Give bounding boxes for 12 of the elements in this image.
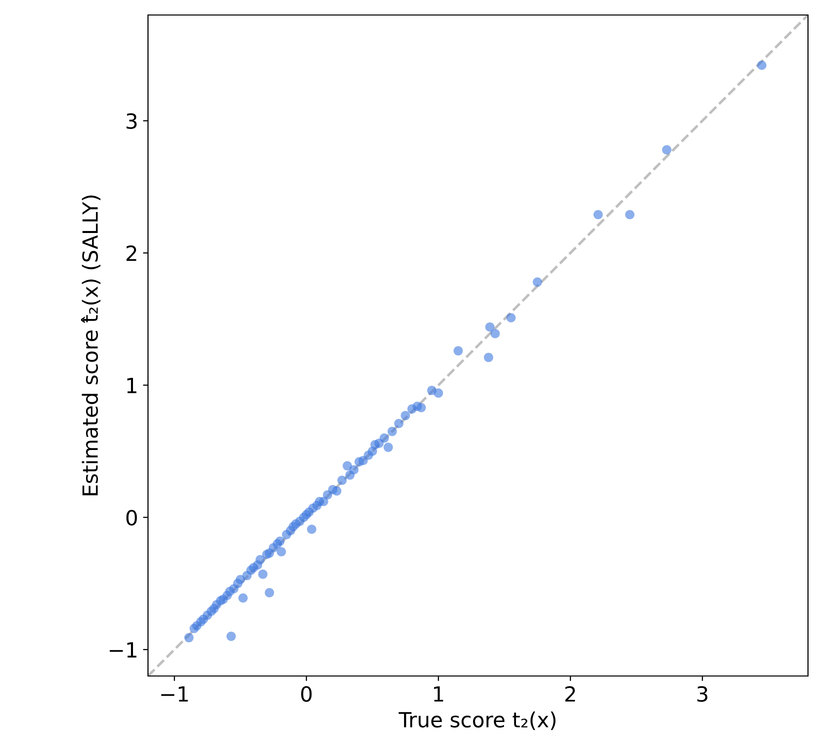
x-tick-label: 2: [565, 686, 575, 702]
x-tick-label: 3: [697, 686, 708, 702]
y-tick-label: 1: [127, 378, 136, 394]
y-tick-label: 0: [126, 510, 137, 526]
y-axis-title: Estimated score t̂₂(x) (SALLY): [81, 196, 100, 496]
x-tick-label: 0: [301, 686, 312, 702]
y-tick-label: 3: [126, 113, 137, 129]
x-tick-label: −1: [161, 686, 188, 702]
x-axis-title: True score t₂(x): [398, 711, 556, 730]
y-tick-label: 2: [126, 245, 136, 261]
y-tick-label: −1: [110, 642, 136, 658]
x-tick-label: 1: [434, 686, 444, 702]
